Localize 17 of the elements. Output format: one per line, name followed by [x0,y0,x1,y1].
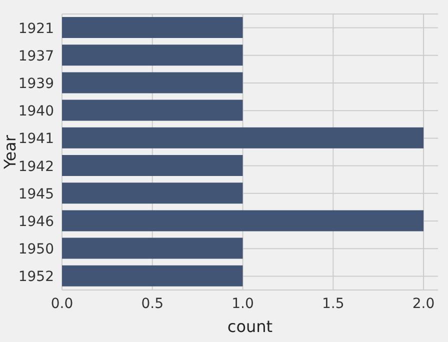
x-axis-title: count [227,317,273,336]
x-tick-label: 2.0 [412,296,435,312]
x-tick-label: 0.0 [50,296,74,312]
y-tick-label: 1941 [18,131,54,148]
x-tick-label: 1.0 [232,296,254,312]
y-tick-label: 1921 [18,20,54,37]
y-axis-title: Year [0,134,20,170]
y-tick-label: 1940 [18,104,54,120]
y-tick-label: 1946 [18,214,54,230]
y-tick-label: 1937 [18,48,54,64]
y-tick-label: 1952 [18,269,54,286]
y-tick-label: 1939 [18,76,54,92]
y-tick-label: 1942 [18,158,54,175]
y-tick-label: 1945 [18,186,54,202]
x-tick-label: 1.5 [322,296,344,312]
x-tick-label: 0.5 [141,296,164,312]
y-tick-label: 1950 [18,242,54,258]
